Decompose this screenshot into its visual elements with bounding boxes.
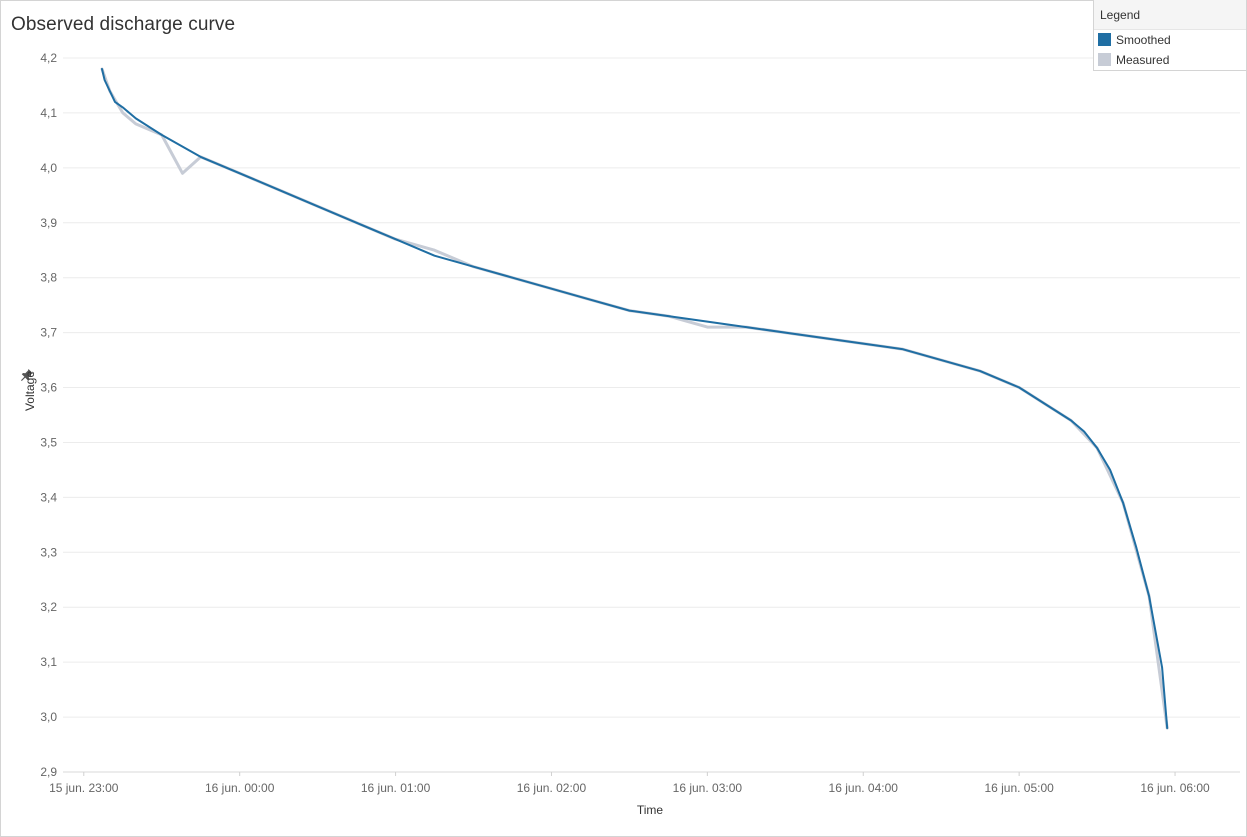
x-tick-label: 16 jun. 02:00 — [517, 781, 587, 795]
y-tick-label: 4,0 — [40, 161, 57, 175]
y-tick-label: 3,0 — [40, 710, 57, 724]
legend-title: Legend — [1094, 0, 1246, 30]
y-tick-label: 3,3 — [40, 545, 57, 559]
legend: Legend Smoothed Measured — [1093, 0, 1246, 71]
y-tick-label: 3,8 — [40, 271, 57, 285]
y-tick-label: 3,1 — [40, 655, 57, 669]
y-tick-label: 3,7 — [40, 326, 57, 340]
legend-swatch-smoothed — [1098, 33, 1111, 46]
chart-title: Observed discharge curve — [11, 14, 236, 35]
series-line-smoothed[interactable] — [101, 68, 1169, 730]
x-tick-label: 16 jun. 03:00 — [673, 781, 743, 795]
x-tick-label: 16 jun. 04:00 — [829, 781, 899, 795]
legend-label-measured: Measured — [1116, 53, 1170, 67]
y-tick-label: 3,4 — [40, 490, 57, 504]
y-tick-label: 3,5 — [40, 435, 57, 449]
y-tick-label: 3,6 — [40, 381, 57, 395]
legend-swatch-measured — [1098, 53, 1111, 66]
x-tick-label: 16 jun. 01:00 — [361, 781, 431, 795]
x-axis-ticks: 15 jun. 23:00 16 jun. 00:00 16 jun. 01:00 1… — [49, 772, 1210, 795]
legend-item-measured[interactable]: Measured — [1094, 50, 1246, 70]
y-axis-label: Voltage — [23, 370, 37, 412]
series-layer — [100, 67, 1169, 730]
y-tick-label: 3,9 — [40, 216, 57, 230]
y-tick-label: 2,9 — [40, 765, 57, 779]
gridlines — [63, 57, 1240, 773]
legend-item-smoothed[interactable]: Smoothed — [1094, 30, 1246, 50]
y-tick-label: 4,1 — [40, 106, 57, 120]
x-axis-label: Time — [636, 803, 664, 817]
y-tick-label: 4,2 — [40, 51, 57, 65]
y-axis-ticks: 4,2 4,1 4,0 3,9 3,8 3,7 3,6 3,5 3,4 3,3 3,2 3,1 3,0 2… — [40, 51, 57, 779]
x-tick-label: 16 jun. 00:00 — [205, 781, 275, 795]
x-tick-label: 16 jun. 05:00 — [984, 781, 1054, 795]
x-tick-label: 16 jun. 06:00 — [1140, 781, 1210, 795]
x-tick-label: 15 jun. 23:00 — [49, 781, 119, 795]
y-tick-label: 3,2 — [40, 600, 57, 614]
y-axis-title: Voltage — [14, 360, 42, 440]
pin-icon[interactable] — [20, 368, 34, 382]
legend-label-smoothed: Smoothed — [1116, 33, 1171, 47]
